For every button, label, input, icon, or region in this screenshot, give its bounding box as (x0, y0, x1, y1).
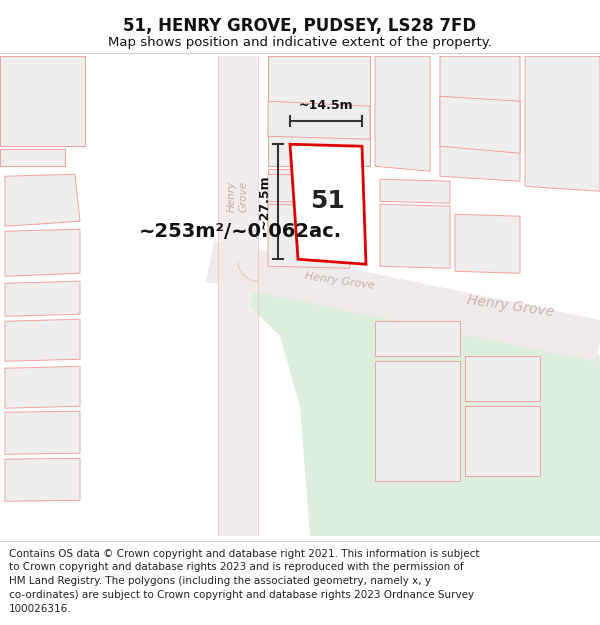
Polygon shape (375, 321, 460, 356)
Polygon shape (268, 204, 350, 268)
Polygon shape (268, 56, 370, 166)
Polygon shape (5, 458, 80, 501)
Text: ~253m²/~0.062ac.: ~253m²/~0.062ac. (139, 222, 341, 241)
Text: Map shows position and indicative extent of the property.: Map shows position and indicative extent… (108, 36, 492, 49)
Polygon shape (375, 361, 460, 481)
Text: 51: 51 (311, 189, 346, 213)
Polygon shape (5, 411, 80, 454)
Text: 100026316.: 100026316. (9, 604, 71, 614)
Polygon shape (0, 56, 85, 146)
Polygon shape (380, 179, 450, 203)
Polygon shape (250, 266, 600, 536)
Polygon shape (5, 281, 80, 316)
Polygon shape (268, 101, 370, 139)
Text: to Crown copyright and database rights 2023 and is reproduced with the permissio: to Crown copyright and database rights 2… (9, 562, 464, 572)
Polygon shape (465, 406, 540, 476)
Polygon shape (455, 214, 520, 273)
Polygon shape (465, 356, 540, 401)
Polygon shape (206, 241, 600, 362)
Polygon shape (0, 149, 65, 166)
Polygon shape (440, 96, 520, 153)
Polygon shape (440, 56, 520, 181)
Text: Henry Grove: Henry Grove (466, 293, 554, 319)
Polygon shape (380, 204, 450, 268)
Polygon shape (5, 229, 80, 276)
Text: 51, HENRY GROVE, PUDSEY, LS28 7FD: 51, HENRY GROVE, PUDSEY, LS28 7FD (124, 18, 476, 35)
Text: Henry Grove: Henry Grove (304, 271, 376, 291)
Text: HM Land Registry. The polygons (including the associated geometry, namely x, y: HM Land Registry. The polygons (includin… (9, 576, 431, 586)
Polygon shape (268, 174, 350, 203)
Polygon shape (5, 366, 80, 408)
Polygon shape (218, 56, 258, 536)
Polygon shape (5, 174, 80, 226)
Text: ~14.5m: ~14.5m (299, 99, 353, 112)
Text: Henry
Grove: Henry Grove (227, 181, 249, 212)
Text: co-ordinates) are subject to Crown copyright and database rights 2023 Ordnance S: co-ordinates) are subject to Crown copyr… (9, 590, 474, 600)
Polygon shape (525, 56, 600, 191)
Text: ~27.5m: ~27.5m (257, 174, 271, 229)
Polygon shape (290, 144, 366, 264)
Polygon shape (268, 199, 352, 228)
Polygon shape (268, 169, 310, 196)
Polygon shape (375, 56, 430, 171)
Polygon shape (5, 319, 80, 361)
Text: Contains OS data © Crown copyright and database right 2021. This information is : Contains OS data © Crown copyright and d… (9, 549, 479, 559)
